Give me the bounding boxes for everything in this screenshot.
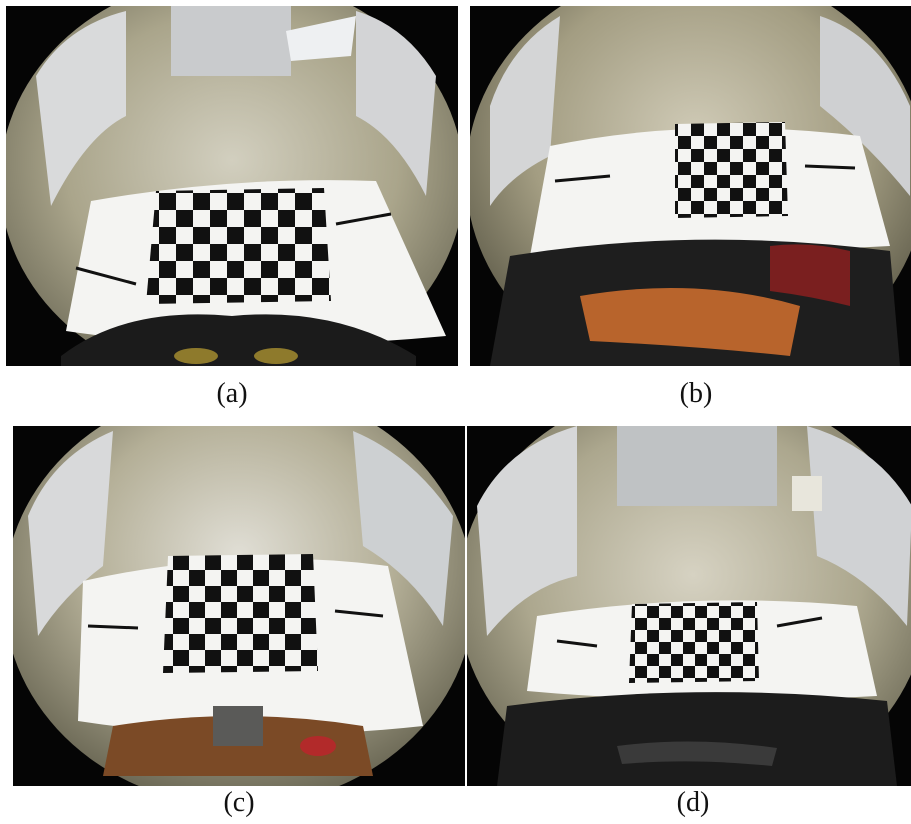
fisheye-scene-a [6,6,458,366]
checkerboard-pattern [629,602,759,683]
wall-right [353,431,453,626]
wheel [174,348,218,364]
wall-left [490,16,560,206]
calibration-line [776,616,823,628]
whiteboard [286,16,356,61]
vehicle-bumper [61,314,416,366]
vehicle-panel-orange [580,288,800,356]
wall-box [792,476,822,511]
wheel [254,348,298,364]
caption-c: (c) [223,787,255,818]
vehicle-bumper [497,692,897,786]
wall-right [356,11,436,196]
wall-left [477,426,577,636]
fisheye-scene-b [470,6,911,366]
fisheye-image-b [470,6,911,366]
calibration-line [334,609,384,618]
fisheye-scene-c [13,426,465,786]
calibration-line [87,624,139,630]
wall-left [28,431,113,636]
vehicle-panel-red [770,244,850,306]
vehicle-trim [617,741,777,766]
checkerboard-pattern [163,554,318,673]
caption-d: (d) [676,787,710,818]
fisheye-scene-d [467,426,911,786]
vehicle-mount [213,706,263,746]
doorway [617,426,777,506]
fisheye-image-d [467,426,911,786]
calibration-line [335,212,392,226]
fisheye-image-a [6,6,458,366]
checkerboard-pattern [146,188,331,304]
calibration-line [75,266,137,286]
wall-left [36,11,126,206]
checkerboard-pattern [675,122,788,218]
calibration-line [556,639,598,648]
caption-b: (b) [679,378,713,409]
fisheye-image-c [13,426,465,786]
calibration-line [804,164,856,170]
calibration-line [554,174,611,183]
wall-right [820,16,910,196]
vehicle-marker [300,736,336,756]
doorway [171,6,291,76]
wall-right [807,426,911,626]
caption-a: (a) [216,378,248,409]
